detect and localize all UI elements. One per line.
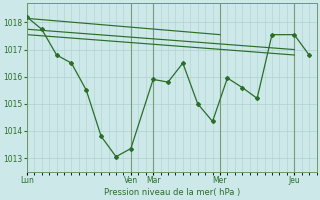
X-axis label: Pression niveau de la mer( hPa ): Pression niveau de la mer( hPa ) [104, 188, 240, 197]
